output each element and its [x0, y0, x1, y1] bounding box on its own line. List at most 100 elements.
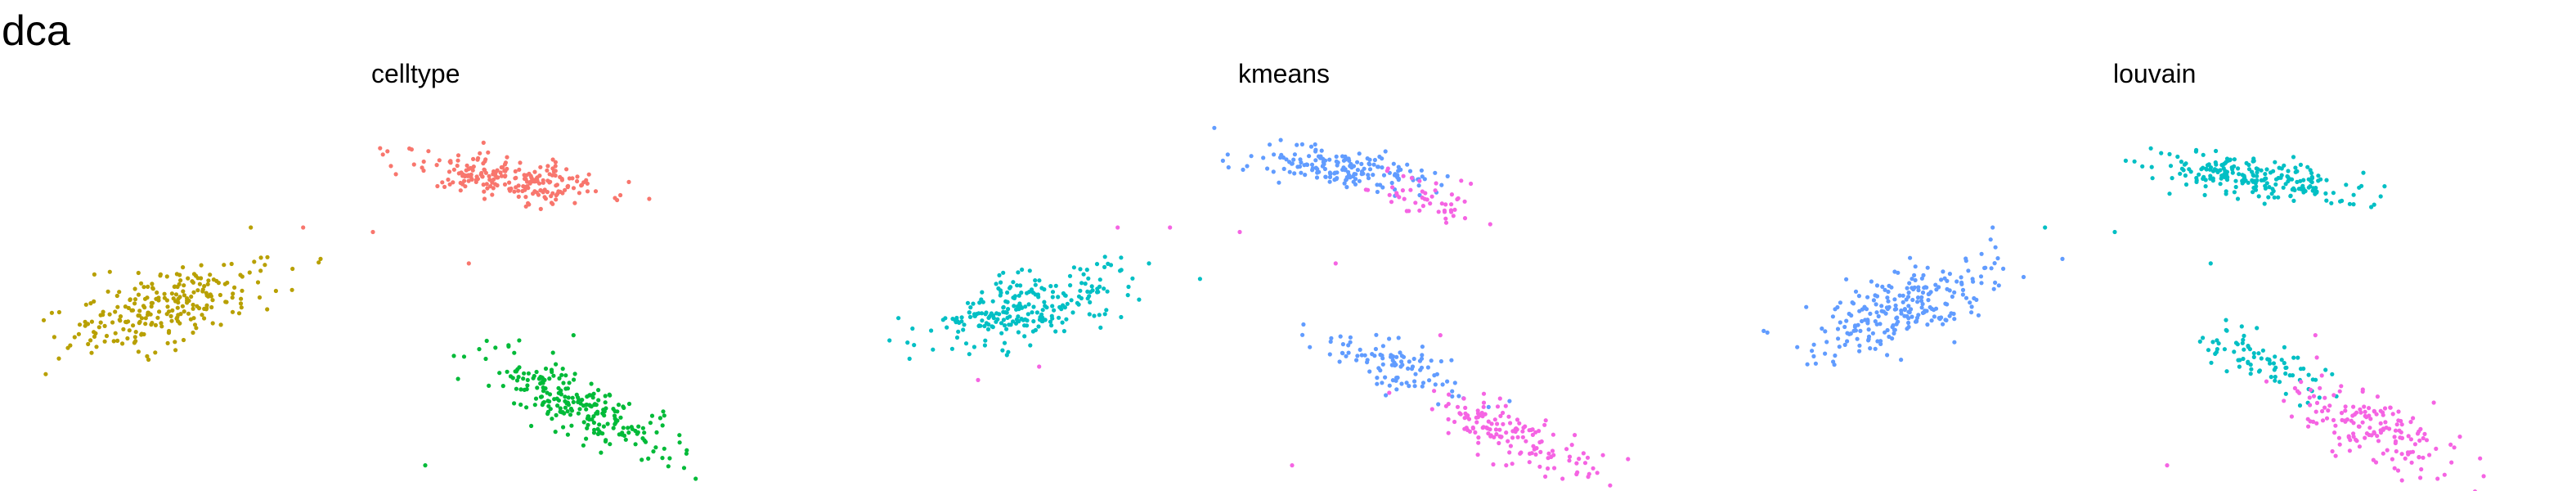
scatter-point — [990, 324, 994, 329]
scatter-point — [150, 286, 155, 291]
scatter-point — [2406, 452, 2411, 457]
scatter-point — [2299, 380, 2304, 385]
scatter-point — [1479, 410, 1484, 416]
scatter-point — [1272, 152, 1277, 157]
scatter-point — [622, 433, 627, 439]
scatter-point — [2292, 385, 2297, 390]
scatter-point — [533, 396, 539, 401]
scatter-point — [1040, 318, 1045, 324]
scatter-point — [186, 311, 191, 316]
scatter-point — [1939, 277, 1944, 282]
scatter-point — [2375, 434, 2380, 439]
scatter-point — [2337, 389, 2342, 394]
scatter-point — [177, 282, 182, 286]
scatter-point — [102, 323, 107, 328]
scatter-point — [1404, 209, 1409, 214]
scatter-point — [2215, 347, 2219, 352]
scatter-point — [1481, 404, 1486, 409]
scatter-point — [2201, 336, 2206, 340]
scatter-point — [1452, 381, 1457, 385]
scatter-point — [1011, 319, 1016, 324]
scatter-point — [2327, 403, 2332, 408]
scatter-point — [1319, 148, 1324, 153]
scatter-point — [1933, 306, 1939, 311]
scatter-point — [1079, 281, 1084, 286]
scatter-point — [2363, 409, 2367, 414]
scatter-point — [1387, 192, 1392, 197]
scatter-point — [175, 318, 181, 324]
scatter-point — [1456, 394, 1461, 399]
scatter-point — [649, 413, 655, 418]
scatter-point — [1552, 466, 1557, 471]
scatter-point — [1445, 173, 1450, 178]
scatter-point — [447, 182, 452, 187]
scatter-point — [139, 281, 144, 286]
scatter-point — [555, 403, 560, 408]
scatter-point — [1531, 444, 1536, 448]
point-cluster — [2197, 318, 2339, 408]
scatter-point — [2360, 387, 2365, 392]
scatter-point — [2346, 434, 2351, 439]
scatter-point — [1019, 291, 1024, 295]
scatter-point — [137, 319, 142, 324]
scatter-point — [65, 345, 70, 350]
scatter-point — [105, 289, 110, 294]
scatter-point — [456, 376, 460, 381]
scatter-point — [1805, 362, 1810, 367]
scatter-point — [125, 336, 130, 341]
scatter-point — [1067, 273, 1073, 278]
scatter-point — [518, 387, 523, 392]
scatter-point — [115, 338, 120, 343]
scatter-point — [1226, 164, 1231, 170]
scatter-point — [2301, 187, 2306, 191]
scatter-point — [1868, 311, 1873, 316]
scatter-point — [1976, 313, 1981, 318]
scatter-point — [1026, 302, 1031, 307]
scatter-point — [1901, 300, 1905, 304]
scatter-point — [1038, 315, 1043, 320]
scatter-point — [2291, 355, 2296, 360]
scatter-point — [596, 388, 601, 393]
scatter-point — [141, 331, 146, 337]
scatter-point — [1367, 167, 1373, 172]
scatter-point — [521, 184, 526, 189]
scatter-point — [514, 386, 519, 391]
scatter-point — [2263, 186, 2268, 191]
scatter-point — [2314, 421, 2319, 426]
outlier-point — [1333, 261, 1338, 266]
scatter-point — [2343, 408, 2348, 413]
scatter-point — [191, 280, 195, 285]
scatter-point — [451, 180, 456, 185]
scatter-point — [493, 345, 498, 350]
scatter-point — [1905, 295, 1911, 300]
scatter-point — [2308, 168, 2313, 173]
scatter-point — [182, 283, 186, 288]
scatter-point — [520, 188, 525, 194]
scatter-point — [487, 383, 491, 388]
scatter-point — [1475, 453, 1480, 457]
scatter-point — [1340, 351, 1345, 356]
scatter-point — [1013, 321, 1019, 326]
scatter-point — [1892, 307, 1897, 312]
outlier-point — [318, 256, 323, 261]
scatter-point — [1838, 300, 1842, 305]
scatter-point — [1427, 378, 1432, 383]
scatter-point — [2358, 407, 2363, 412]
scatter-point — [2291, 198, 2296, 203]
scatter-point — [1084, 268, 1089, 273]
scatter-point — [2259, 356, 2264, 361]
scatter-point — [1281, 155, 1286, 160]
scatter-point — [1383, 149, 1388, 154]
scatter-point — [1495, 404, 1501, 409]
scatter-point — [2369, 205, 2374, 209]
scatter-point — [1042, 300, 1047, 304]
scatter-point — [1591, 466, 1595, 471]
scatter-point — [1365, 360, 1370, 365]
scatter-point — [1865, 318, 1870, 322]
scatter-point — [1892, 331, 1896, 336]
scatter-point — [540, 403, 545, 408]
scatter-point — [1993, 280, 1998, 285]
scatter-point — [2351, 435, 2356, 439]
scatter-point — [591, 420, 597, 426]
scatter-point — [2397, 428, 2402, 433]
